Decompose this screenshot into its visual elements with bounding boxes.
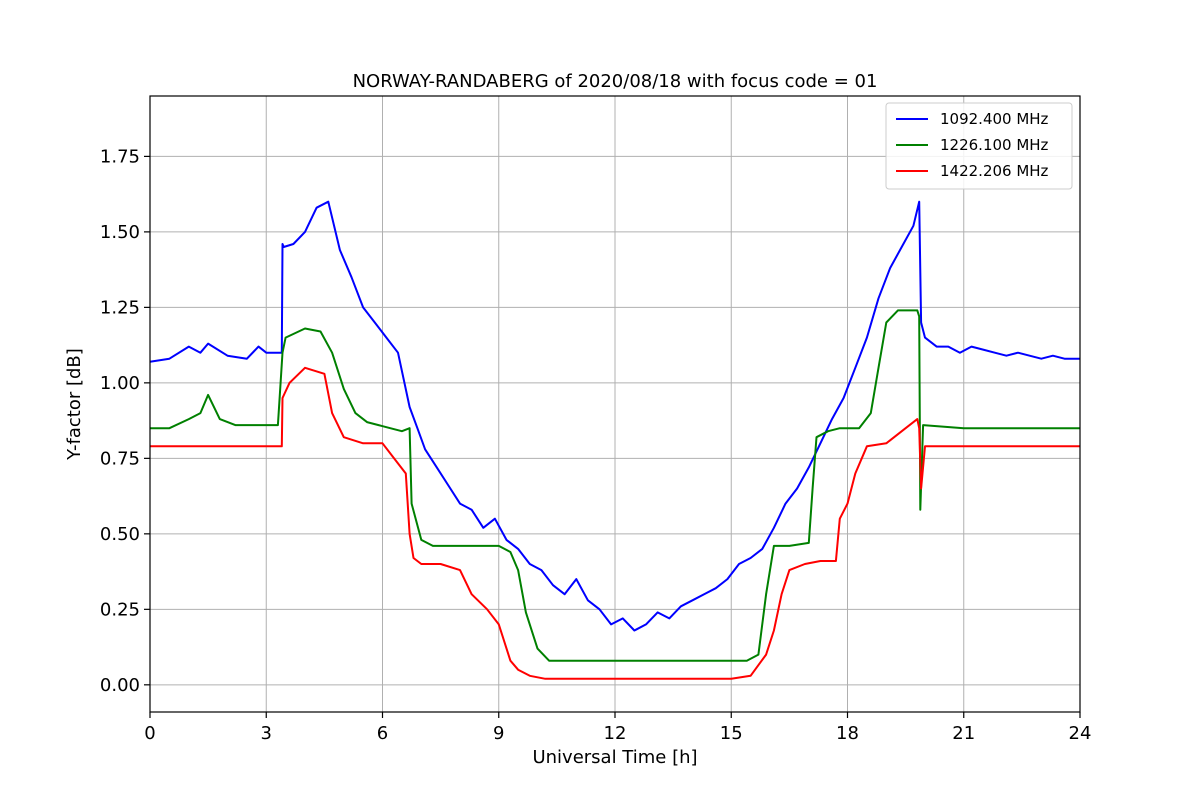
x-tick-label: 18 [836,723,859,744]
y-axis-ticks: 0.00 0.25 0.50 0.75 1.00 1.25 1.50 1.75 [100,146,150,696]
y-tick-label: 1.00 [100,373,140,394]
y-tick-label: 0.50 [100,524,140,545]
legend-label-3: 1422.206 MHz [940,162,1049,180]
y-tick-label: 0.00 [100,675,140,696]
legend-box [885,102,1073,190]
x-tick-label: 6 [377,723,388,744]
chart-title: NORWAY-RANDABERG of 2020/08/18 with focu… [353,71,878,92]
x-axis-ticks: 0 3 6 9 12 15 18 21 24 [144,712,1091,744]
x-axis-label: Universal Time [h] [532,747,697,768]
x-tick-label: 24 [1069,723,1092,744]
series-line-3 [150,366,1080,680]
y-tick-label: 1.50 [100,222,140,243]
plot-series [149,200,1080,680]
x-tick-label: 12 [604,723,627,744]
x-tick-label: 3 [261,723,272,744]
y-axis-label: Y-factor [dB] [64,348,85,461]
series-line-1 [149,200,1080,632]
legend-label-2: 1226.100 MHz [940,136,1049,154]
x-tick-label: 15 [720,723,743,744]
legend-label-1: 1092.400 MHz [940,110,1049,128]
x-tick-label: 21 [952,723,975,744]
x-tick-label: 9 [493,723,504,744]
legend: 1092.400 MHz 1226.100 MHz 1422.206 MHz [885,102,1073,190]
y-tick-label: 1.25 [100,297,140,318]
y-tick-label: 1.75 [100,146,140,167]
x-tick-label: 0 [144,723,155,744]
y-tick-label: 0.25 [100,599,140,620]
series-line-2 [150,309,1080,662]
y-tick-label: 0.75 [100,448,140,469]
